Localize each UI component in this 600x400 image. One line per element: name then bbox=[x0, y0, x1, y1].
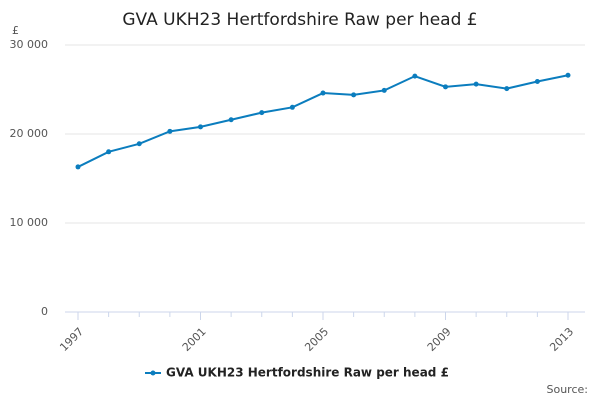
data-point bbox=[381, 87, 387, 93]
x-tick-label: 2005 bbox=[302, 325, 331, 354]
data-point bbox=[259, 110, 265, 116]
x-tick-label: 2013 bbox=[547, 325, 576, 354]
source: Source: bbox=[547, 383, 589, 396]
y-tick-label: 30 000 bbox=[10, 38, 49, 51]
data-point bbox=[320, 90, 326, 96]
data-point bbox=[289, 104, 295, 110]
data-point bbox=[228, 117, 234, 123]
y-tick-label: 0 bbox=[41, 305, 48, 318]
y-tick-label: 10 000 bbox=[10, 216, 49, 229]
x-tick-label: 2001 bbox=[180, 325, 209, 354]
data-point bbox=[565, 72, 571, 78]
data-point bbox=[351, 92, 357, 98]
series-line bbox=[77, 74, 569, 168]
data-point bbox=[412, 73, 418, 79]
y-tick-label: 20 000 bbox=[10, 127, 49, 140]
data-point bbox=[198, 124, 203, 130]
data-point bbox=[473, 81, 479, 87]
data-point bbox=[75, 164, 81, 170]
data-point bbox=[504, 86, 510, 92]
y-unit: £ bbox=[12, 24, 19, 37]
data-point bbox=[136, 141, 142, 147]
data-point bbox=[534, 78, 540, 84]
x-tick-label: 2009 bbox=[425, 325, 454, 354]
data-point bbox=[443, 84, 448, 90]
x-tick-label: 1997 bbox=[57, 325, 86, 354]
data-point bbox=[167, 128, 173, 134]
chart-title: GVA UKH23 Hertfordshire Raw per head £ bbox=[122, 10, 477, 30]
legend-label: GVA UKH23 Hertfordshire Raw per head £ bbox=[166, 366, 449, 380]
data-point bbox=[106, 149, 112, 155]
legend-marker bbox=[150, 370, 156, 376]
